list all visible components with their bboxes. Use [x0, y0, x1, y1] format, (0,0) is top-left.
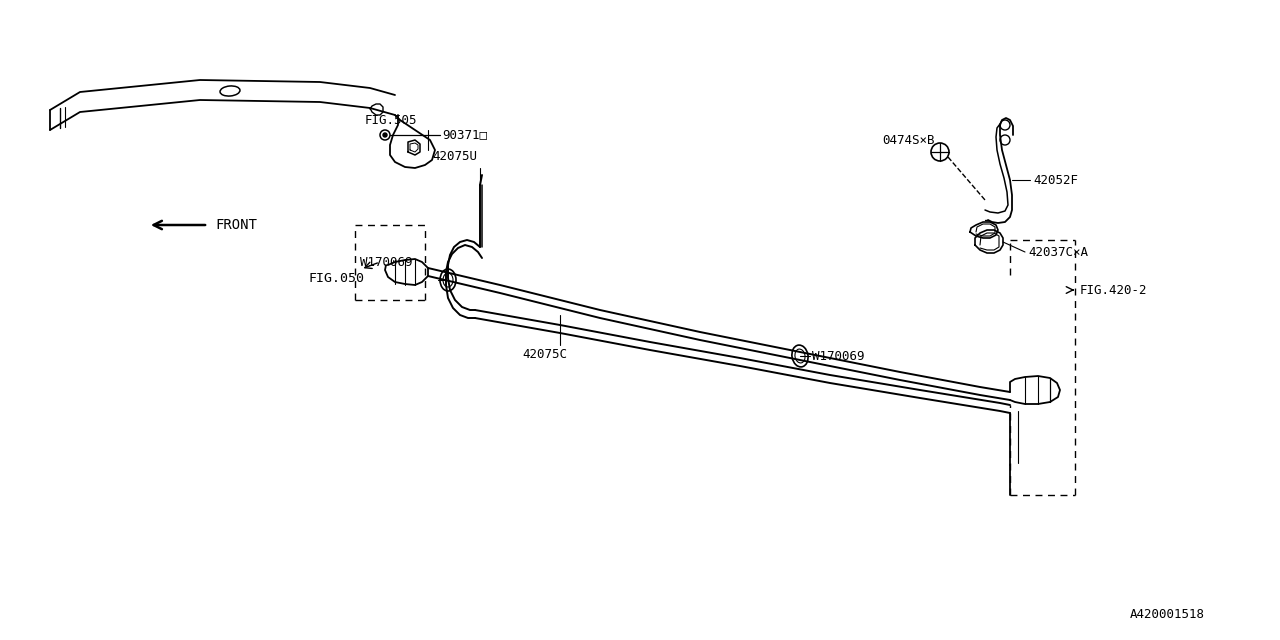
Text: A420001518: A420001518 [1130, 609, 1204, 621]
Ellipse shape [440, 269, 456, 291]
Text: 42052F: 42052F [1033, 173, 1078, 186]
Text: FRONT: FRONT [215, 218, 257, 232]
Ellipse shape [792, 345, 808, 367]
Ellipse shape [443, 273, 453, 287]
Circle shape [383, 133, 387, 137]
Text: 42075C: 42075C [522, 349, 567, 362]
Text: W170069: W170069 [360, 255, 412, 269]
Text: 0474S×B: 0474S×B [882, 134, 934, 147]
Text: W170069: W170069 [812, 349, 864, 362]
Text: FIG.420-2: FIG.420-2 [1066, 284, 1147, 296]
Text: FIG.505: FIG.505 [365, 113, 417, 127]
Ellipse shape [220, 86, 239, 96]
Ellipse shape [795, 349, 805, 363]
Text: FIG.050: FIG.050 [308, 262, 378, 285]
Text: 42037C×A: 42037C×A [1028, 246, 1088, 259]
Text: 42075U: 42075U [433, 150, 477, 163]
Text: 90371□: 90371□ [442, 129, 486, 141]
